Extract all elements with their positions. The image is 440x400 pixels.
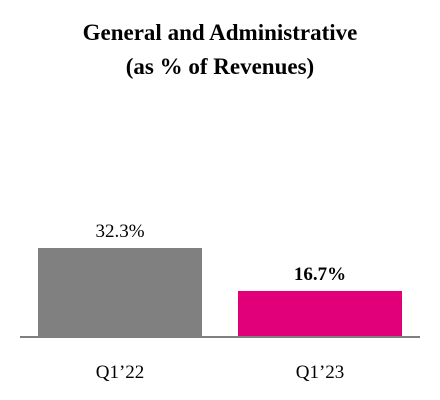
bar-1 (38, 248, 202, 337)
category-label-2: Q1’23 (296, 362, 345, 383)
chart-title-block: General and Administrative (as % of Reve… (0, 16, 440, 84)
data-label-2: 16.7% (294, 264, 346, 285)
chart-subtitle: (as % of Revenues) (125, 54, 315, 79)
chart-title: General and Administrative (82, 20, 358, 45)
data-label-1: 32.3% (95, 221, 144, 242)
bar-2 (238, 290, 402, 337)
category-label-1: Q1’22 (96, 362, 145, 383)
